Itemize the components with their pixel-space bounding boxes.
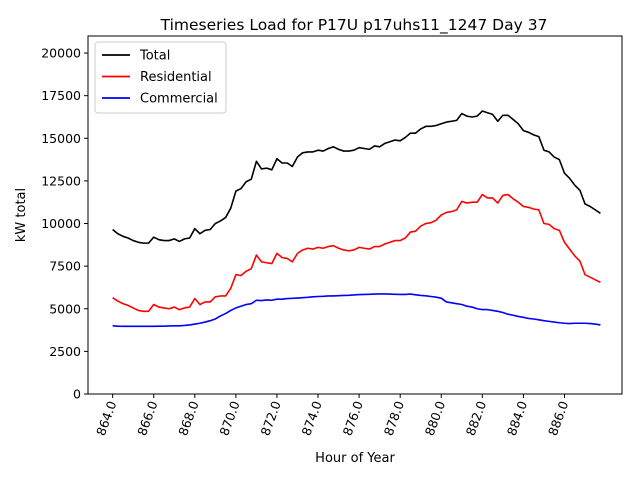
y-tick-label: 17500 [41,88,81,103]
y-tick-label: 12500 [41,173,81,188]
series-line-total [112,110,601,244]
y-tick-label: 20000 [41,46,81,61]
y-tick-label: 15000 [41,131,81,146]
legend: Total Residential Commercial [94,41,227,114]
y-tick-label: 7500 [49,259,81,274]
legend-label-commercial: Commercial [140,92,218,107]
series-line-commercial [112,293,601,328]
y-axis-label: kW total [14,188,29,242]
legend-label-total: Total [139,49,170,64]
legend-entries: Total Residential Commercial [102,49,218,107]
y-tick-label: 10000 [41,216,81,231]
legend-box [94,41,227,114]
plot-frame [87,35,623,395]
chart-title: Timeseries Load for P17U p17uhs11_1247 D… [160,16,548,35]
x-axis-label: Hour of Year [315,451,395,466]
series-layer [112,110,601,328]
y-tick-label: 2500 [49,344,81,359]
y-tick-label: 0 [73,387,81,402]
y-axis: 0 2500 5000 7500 10000 12500 15000 17500 20000 [41,46,88,402]
legend-label-residential: Residential [140,70,212,85]
y-tick-label: 5000 [49,301,81,316]
series-line-residential [112,193,601,313]
